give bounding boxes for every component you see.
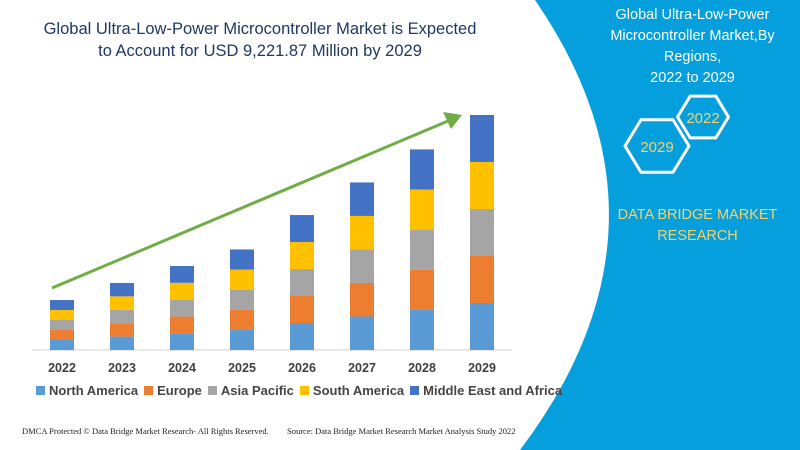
side-panel-background <box>520 0 800 450</box>
bar-2028-asia-pacific <box>410 229 434 270</box>
legend-swatch <box>36 386 45 395</box>
footer-source: Source: Data Bridge Market Research Mark… <box>287 426 516 436</box>
hex-label-2029: 2029 <box>640 139 673 156</box>
bar-2025-south-america <box>230 269 254 290</box>
side-title-line2: Microcontroller Market,By Regions, <box>610 28 775 65</box>
hexagon-2029 <box>623 118 691 174</box>
bar-2025-asia-pacific <box>230 289 254 310</box>
legend-label: South America <box>312 383 405 398</box>
bar-2023-south-america <box>110 296 134 310</box>
bar-2029-asia-pacific <box>470 209 494 256</box>
bar-2026-south-america <box>290 242 314 270</box>
x-tick-label: 2027 <box>348 361 376 375</box>
legend-item: North America <box>36 383 138 398</box>
chart-title-line2: to Account for USD 9,221.87 Million by 2… <box>98 42 422 60</box>
bar-2023-middle-east-and-africa <box>110 282 134 297</box>
bar-2024-europe <box>170 316 194 334</box>
trend-arrow <box>51 112 462 290</box>
bar-2023-asia-pacific <box>110 309 134 324</box>
legend-label: North America <box>49 383 139 398</box>
legend: North America Europe Asia Pacific South Ame… <box>36 383 562 398</box>
bar-2025-north-america <box>230 329 254 350</box>
legend-item: Asia Pacific <box>207 383 294 398</box>
trend-arrow-head <box>443 112 462 129</box>
bar-2029-south-america <box>470 162 494 209</box>
bar-2028-south-america <box>410 189 434 230</box>
side-title-line3: 2022 to 2029 <box>650 70 735 86</box>
legend-label: Asia Pacific <box>220 383 294 398</box>
legend-item: Middle East and Africa <box>410 383 562 398</box>
bar-2022-south-america <box>50 310 74 321</box>
bar-2028-middle-east-and-africa <box>410 149 434 190</box>
bar-2023-north-america <box>110 336 134 350</box>
side-title-line1: Global Ultra-Low-Power <box>615 7 770 23</box>
bar-2027-middle-east-and-africa <box>350 182 374 216</box>
bar-2026-middle-east-and-africa <box>290 215 314 243</box>
legend-swatch <box>207 386 217 395</box>
bar-2022-north-america <box>50 340 74 350</box>
legend-label: Middle East and Africa <box>423 383 563 398</box>
bar-2025-middle-east-and-africa <box>230 249 254 270</box>
hexagon-group <box>623 94 730 174</box>
bar-2026-europe <box>290 296 314 324</box>
bar-2024-asia-pacific <box>170 299 194 317</box>
x-tick-labels: 2022 2023 2024 2025 2026 2027 2028 2029 <box>48 361 496 375</box>
legend-item: South America <box>299 383 405 398</box>
bar-2025-europe <box>230 309 254 330</box>
legend-swatch <box>144 386 154 395</box>
bar-2022-asia-pacific <box>50 320 74 331</box>
bar-2027-asia-pacific <box>350 249 374 283</box>
x-tick-label: 2022 <box>48 361 76 375</box>
x-tick-label: 2024 <box>168 361 196 375</box>
bar-2026-asia-pacific <box>290 269 314 297</box>
legend-item: Europe <box>144 383 202 398</box>
trend-arrow-line <box>51 119 449 290</box>
bar-2027-north-america <box>350 316 374 350</box>
hex-label-2022: 2022 <box>686 110 719 127</box>
bar-2028-north-america <box>410 309 434 350</box>
bars-group <box>50 115 494 350</box>
x-tick-label: 2026 <box>288 361 316 375</box>
hexagon-2022 <box>676 94 730 140</box>
bar-2024-north-america <box>170 333 194 350</box>
legend-swatch <box>410 386 420 395</box>
chart-title: Global Ultra-Low-Power Microcontroller M… <box>20 18 500 62</box>
bar-2026-north-america <box>290 323 314 350</box>
bar-2024-south-america <box>170 282 194 300</box>
bar-2029-north-america <box>470 303 494 350</box>
x-tick-label: 2025 <box>228 361 256 375</box>
bar-2023-europe <box>110 323 134 337</box>
x-tick-label: 2029 <box>468 361 496 375</box>
x-tick-label: 2028 <box>408 361 436 375</box>
footer-copyright: DMCA Protected © Data Bridge Market Rese… <box>22 426 269 436</box>
brand-line2: RESEARCH <box>657 228 738 244</box>
brand-line1: DATA BRIDGE MARKET <box>617 207 778 223</box>
bar-2022-europe <box>50 330 74 341</box>
bar-2028-europe <box>410 269 434 310</box>
brand-text: DATA BRIDGE MARKET RESEARCH <box>600 205 795 247</box>
bar-2022-middle-east-and-africa <box>50 300 74 311</box>
legend-label: Europe <box>157 383 202 398</box>
legend-swatch <box>299 386 309 395</box>
bar-2027-europe <box>350 282 374 317</box>
side-panel-title: Global Ultra-Low-Power Microcontroller M… <box>595 5 790 89</box>
bar-2029-middle-east-and-africa <box>470 115 494 162</box>
bar-2024-middle-east-and-africa <box>170 266 194 283</box>
bar-2027-south-america <box>350 215 374 250</box>
bar-2029-europe <box>470 256 494 303</box>
chart-title-line1: Global Ultra-Low-Power Microcontroller M… <box>43 20 477 38</box>
x-tick-label: 2023 <box>108 361 136 375</box>
